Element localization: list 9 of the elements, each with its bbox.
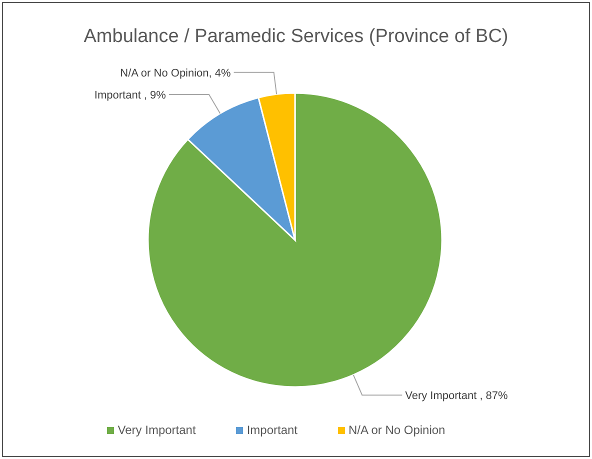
chart-title: Ambulance / Paramedic Services (Province of BC)	[82, 26, 510, 48]
pie-slice	[147, 92, 443, 388]
legend-label: N/A or No Opinion	[348, 423, 446, 437]
legend-label: Important	[246, 423, 298, 437]
data-label: N/A or No Opinion, 4%	[120, 67, 232, 80]
data-label: Very Important , 87%	[405, 390, 508, 402]
pie-slice	[187, 96, 296, 241]
data-label: Important , 9%	[94, 90, 166, 102]
legend-label: Very Important	[118, 423, 196, 437]
